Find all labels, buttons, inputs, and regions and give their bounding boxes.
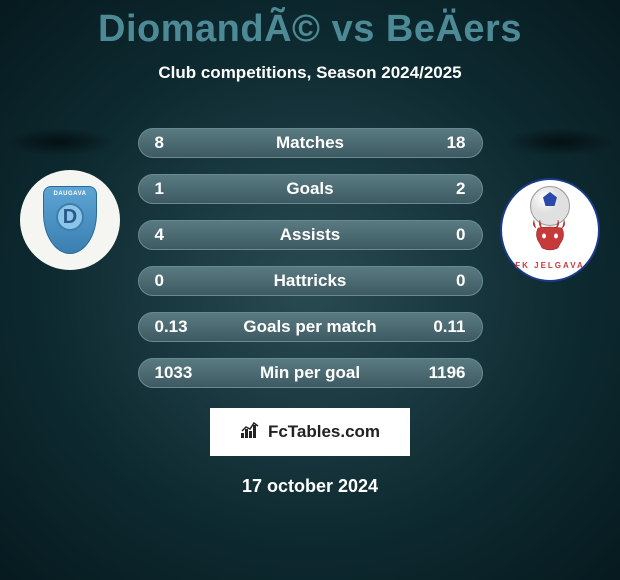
- stat-label: Goals per match: [243, 317, 376, 337]
- stat-right-value: 18: [426, 133, 466, 153]
- stat-left-value: 0: [155, 271, 195, 291]
- stat-label: Hattricks: [274, 271, 347, 291]
- page-title: DiomandÃ© vs BeÄers: [0, 0, 620, 51]
- shield-letter: D: [56, 203, 84, 231]
- branding-label: FcTables.com: [268, 422, 380, 442]
- stat-row: 0 Hattricks 0: [138, 266, 483, 296]
- stat-left-value: 0.13: [155, 317, 195, 337]
- stat-right-value: 2: [426, 179, 466, 199]
- stat-row: 0.13 Goals per match 0.11: [138, 312, 483, 342]
- shadow-left: [5, 128, 115, 156]
- stat-left-value: 1033: [155, 363, 195, 383]
- stat-label: Min per goal: [260, 363, 360, 383]
- stat-right-value: 0.11: [426, 317, 466, 337]
- stat-left-value: 8: [155, 133, 195, 153]
- moose-icon: [528, 218, 572, 260]
- stat-right-value: 0: [425, 225, 465, 245]
- stat-label: Assists: [280, 225, 340, 245]
- team-badge-left: DAUGAVA D: [20, 170, 120, 270]
- shadow-right: [505, 128, 615, 156]
- badge-circle-left: DAUGAVA D: [20, 170, 120, 270]
- stat-row: 4 Assists 0: [138, 220, 483, 250]
- stat-label: Matches: [276, 133, 344, 153]
- stat-right-value: 1196: [426, 363, 466, 383]
- stat-row: 1 Goals 2: [138, 174, 483, 204]
- branding-chart-icon: [240, 421, 262, 444]
- stat-label: Goals: [286, 179, 333, 199]
- shield-team-name: DAUGAVA: [54, 191, 87, 197]
- badge-jelgava: FK JELGAVA: [500, 178, 600, 282]
- stat-row: 8 Matches 18: [138, 128, 483, 158]
- shield-icon: DAUGAVA D: [43, 186, 97, 254]
- page-subtitle: Club competitions, Season 2024/2025: [0, 63, 620, 83]
- footer-date: 17 october 2024: [0, 476, 620, 497]
- team-badge-right: FK JELGAVA: [500, 178, 600, 278]
- branding-box: FcTables.com: [210, 408, 410, 456]
- stat-right-value: 0: [425, 271, 465, 291]
- stat-row: 1033 Min per goal 1196: [138, 358, 483, 388]
- badge-right-name: FK JELGAVA: [515, 261, 584, 270]
- stat-left-value: 1: [155, 179, 195, 199]
- stat-left-value: 4: [155, 225, 195, 245]
